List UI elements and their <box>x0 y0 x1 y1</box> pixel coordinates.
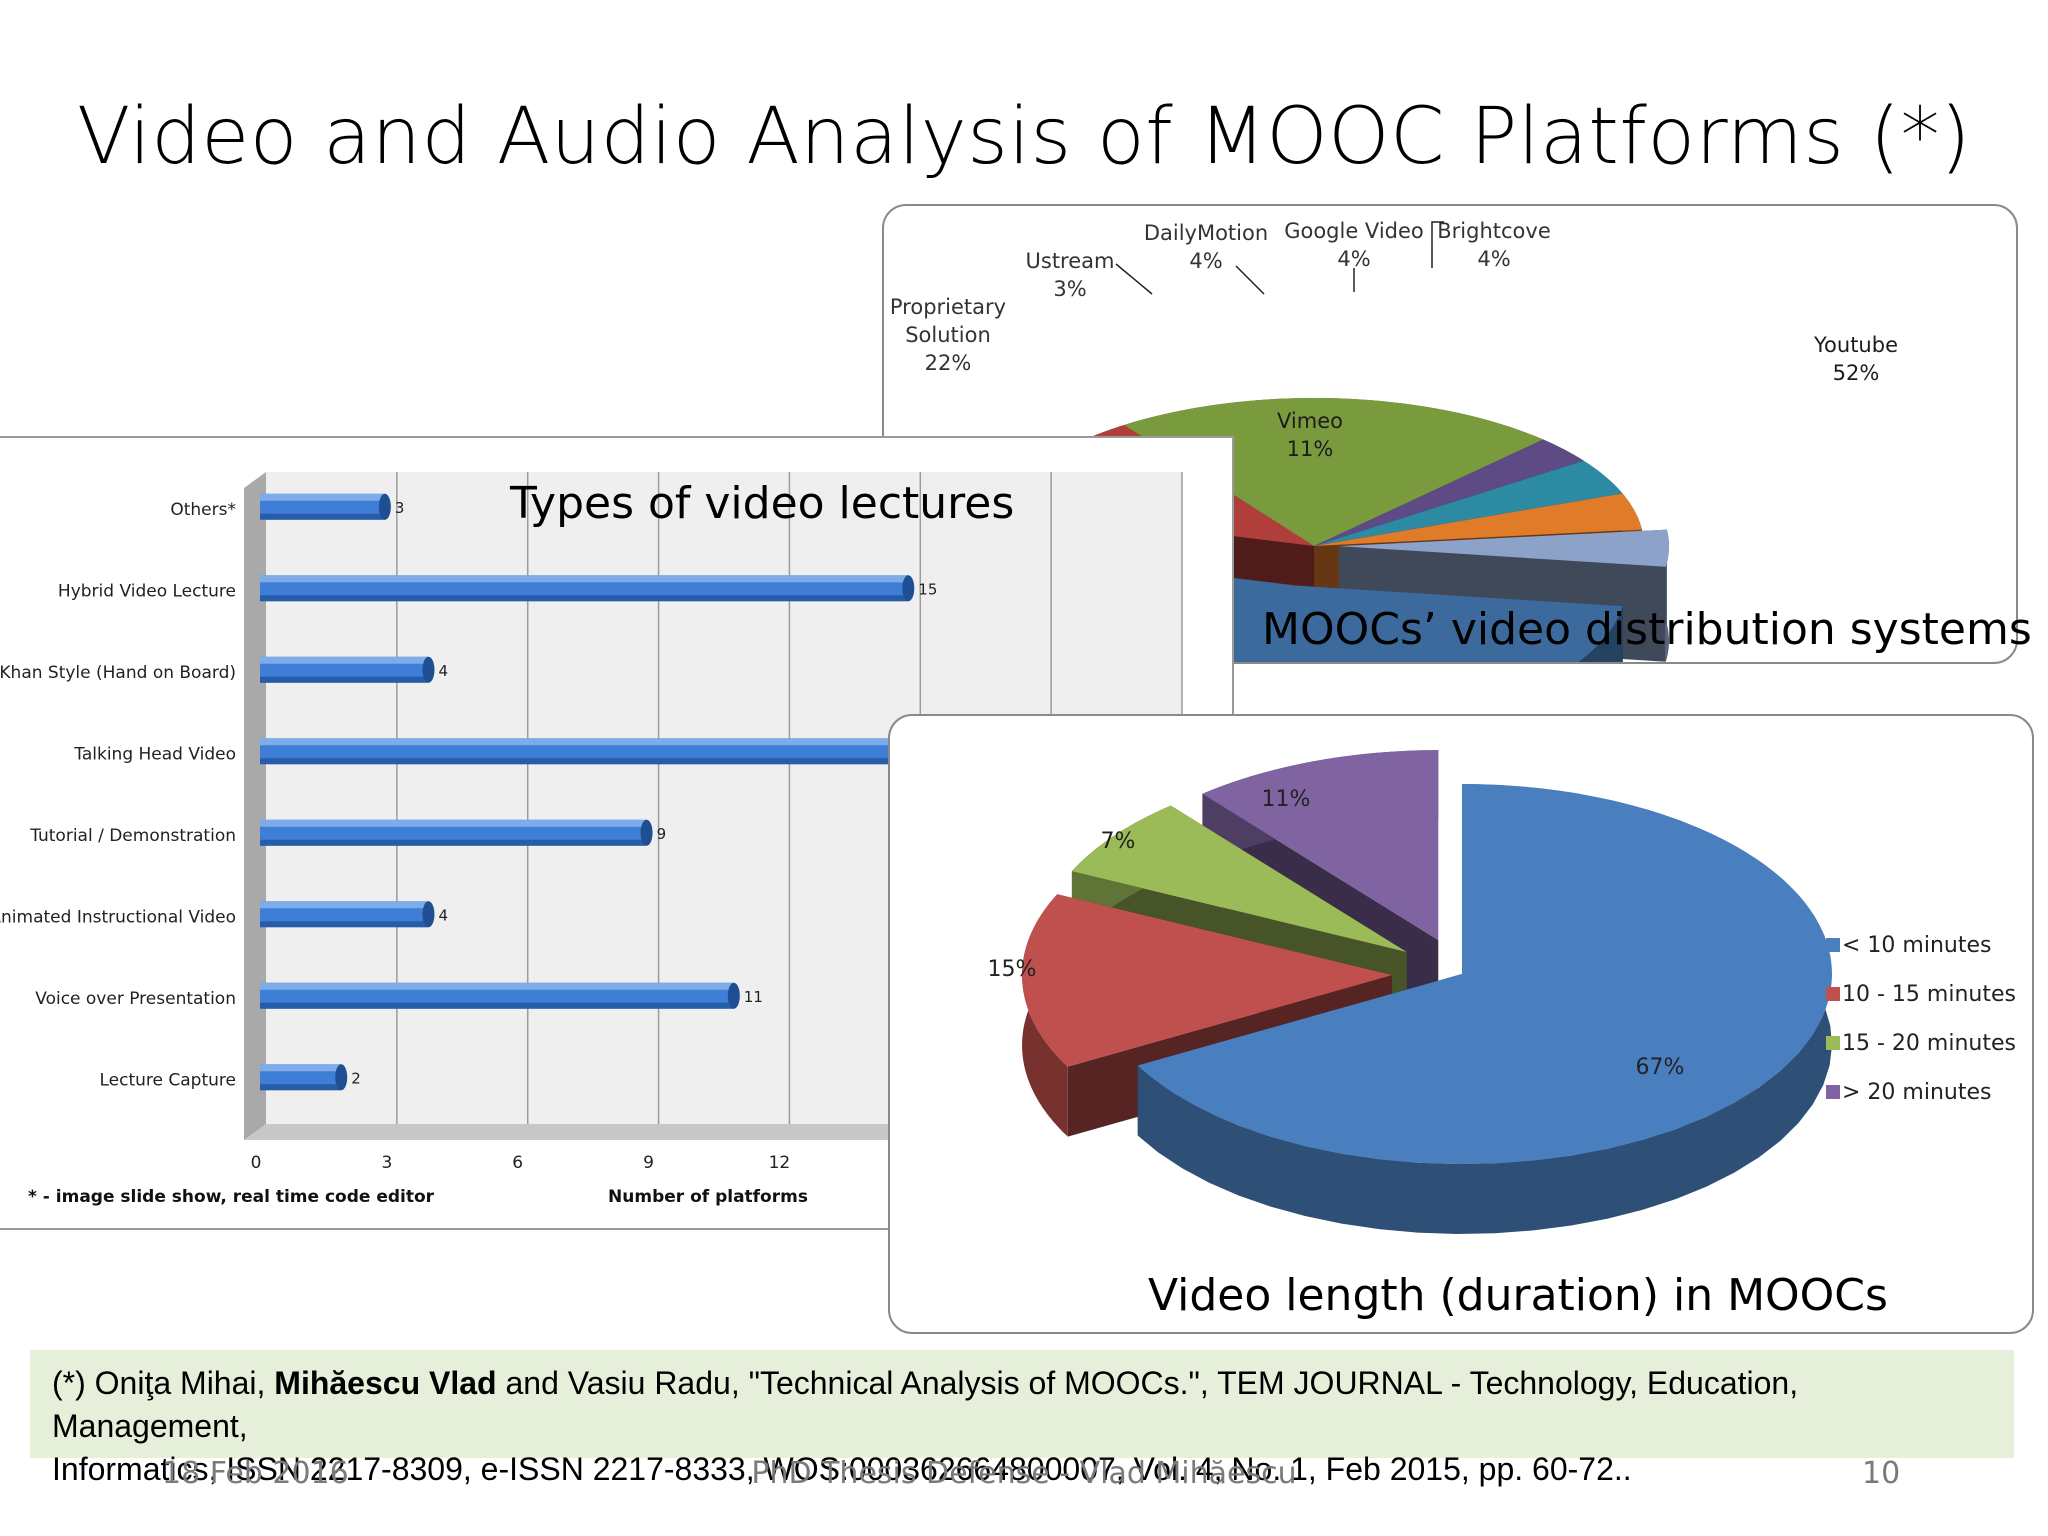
dist-value-youtube: 52% <box>1833 361 1880 385</box>
citation-line-2: Informatics, ISSN 2217-8309, e-ISSN 2217… <box>52 1451 1632 1487</box>
bar-footnote: * - image slide show, real time code edi… <box>28 1187 435 1207</box>
dist-label-youtube: Youtube <box>1813 333 1898 357</box>
length-value-20-minutes: 11% <box>1262 787 1311 812</box>
bar-voice-over-presentation <box>260 982 740 1009</box>
footer-page-number: 10 <box>1862 1456 1901 1491</box>
footer-center: PhD Thesis Defense - Vlad Mihăescu <box>751 1456 1297 1491</box>
video-length-title: Video length (duration) in MOOCs <box>1148 1270 1888 1321</box>
length-legend-swatch-10-minutes <box>1826 938 1840 952</box>
dist-label-brightcove: Brightcove <box>1437 219 1551 243</box>
bar-cap-animated-instructional-video <box>422 901 435 928</box>
length-legend-swatch-15-20-minutes <box>1826 1036 1840 1050</box>
bar-value-hybrid-video-lecture: 15 <box>918 580 937 598</box>
dist-value-google-video: 4% <box>1337 247 1370 271</box>
length-value-10-minutes: 67% <box>1636 1055 1685 1080</box>
bar-category-voice-over-presentation: Voice over Presentation <box>35 989 236 1009</box>
length-slice-10-minutes <box>1137 784 1832 1234</box>
dist-value-proprietary-solution: 22% <box>925 351 972 375</box>
dist-value-dailymotion: 4% <box>1189 249 1222 273</box>
bar-cap-khan-style-hand-on-board <box>422 656 435 683</box>
bar-xtick-3: 3 <box>381 1153 392 1173</box>
lecture-types-title: Types of video lectures <box>510 478 1015 529</box>
bar-category-lecture-capture: Lecture Capture <box>100 1070 237 1090</box>
slide-title: Video and Audio Analysis of MOOC Platfor… <box>76 92 1972 182</box>
bar-xtick-0: 0 <box>251 1153 262 1173</box>
dist-leader-dailymotion <box>1235 265 1265 295</box>
footer-date: 18 Feb 2016 <box>162 1456 349 1491</box>
bar-category-hybrid-video-lecture: Hybrid Video Lecture <box>58 581 236 601</box>
bar-category-animated-instructional-video: Animated Instructional Video <box>0 907 236 927</box>
bar-animated-instructional-video <box>260 901 435 928</box>
bar-cap-lecture-capture <box>335 1064 348 1091</box>
bar-category-others: Others* <box>170 500 236 520</box>
bar-value-khan-style-hand-on-board: 4 <box>438 662 448 680</box>
bar-xtick-9: 9 <box>643 1153 654 1173</box>
length-legend-label-20-minutes: > 20 minutes <box>1842 1080 1991 1105</box>
citation-rest: and Vasiu Radu, "Technical Analysis of M… <box>52 1365 1799 1444</box>
dist-label-proprietary-solution: Proprietary <box>890 295 1006 319</box>
length-legend-swatch-10-15-minutes <box>1826 987 1840 1001</box>
citation-prefix: (*) Oniţa Mihai, <box>52 1365 275 1401</box>
bar-value-voice-over-presentation: 11 <box>744 988 763 1006</box>
bar-value-lecture-capture: 2 <box>351 1069 361 1087</box>
dist-label-dailymotion: DailyMotion <box>1144 221 1268 245</box>
bar-cap-voice-over-presentation <box>727 982 740 1009</box>
bar-value-tutorial-demonstration: 9 <box>657 825 667 843</box>
distribution-title: MOOCs’ video distribution systems <box>1262 604 2032 655</box>
length-legend-label-15-20-minutes: 15 - 20 minutes <box>1842 1031 2016 1056</box>
dist-value-brightcove: 4% <box>1477 247 1510 271</box>
bar-xtick-12: 12 <box>769 1153 791 1173</box>
citation-box: (*) Oniţa Mihai, Mihăescu Vlad and Vasiu… <box>30 1350 2014 1487</box>
dist-value-vimeo: 11% <box>1287 437 1334 461</box>
dist-label-ustream: Ustream <box>1026 249 1115 273</box>
dist-label-proprietary-solution-1: Solution <box>905 323 991 347</box>
dist-value-ustream: 3% <box>1053 277 1086 301</box>
length-legend-swatch-20-minutes <box>1826 1085 1840 1099</box>
length-value-10-15-minutes: 15% <box>988 957 1037 982</box>
length-legend-label-10-minutes: < 10 minutes <box>1842 933 1991 958</box>
citation-line-1: (*) Oniţa Mihai, Mihăescu Vlad and Vasiu… <box>52 1362 1992 1448</box>
dist-label-vimeo: Vimeo <box>1277 409 1343 433</box>
dist-leader-ustream <box>1115 263 1153 295</box>
bar-others <box>260 493 391 520</box>
bar-cap-tutorial-demonstration <box>640 819 653 846</box>
bar-lecture-capture <box>260 1064 348 1091</box>
bar-left-wall <box>244 472 266 1140</box>
bar-category-tutorial-demonstration: Tutorial / Demonstration <box>29 826 236 846</box>
length-value-15-20-minutes: 7% <box>1101 829 1136 854</box>
bar-tutorial-demonstration <box>260 819 653 846</box>
bar-xtick-6: 6 <box>512 1153 523 1173</box>
bar-category-khan-style-hand-on-board: Khan Style (Hand on Board) <box>0 663 236 683</box>
bar-category-talking-head-video: Talking Head Video <box>73 744 236 764</box>
video-length-chart-panel: 67% 15% 7% 11% < 10 minutes 10 - 15 minutes 15… <box>888 714 2034 1334</box>
dist-label-google-video: Google Video <box>1284 219 1424 243</box>
dist-leader-brightcove <box>1431 221 1444 268</box>
bar-value-others: 3 <box>395 499 405 517</box>
bar-cap-others <box>378 493 391 520</box>
bar-hybrid-video-lecture <box>260 575 915 602</box>
bar-value-animated-instructional-video: 4 <box>438 906 448 924</box>
bar-khan-style-hand-on-board <box>260 656 435 683</box>
bar-cap-hybrid-video-lecture <box>902 575 915 602</box>
citation-author: Mihăescu Vlad <box>274 1365 497 1401</box>
bar-x-axis-label: Number of platforms <box>608 1187 808 1207</box>
length-legend-label-10-15-minutes: 10 - 15 minutes <box>1842 982 2016 1007</box>
video-length-pie-chart: 67% 15% 7% 11% < 10 minutes 10 - 15 minutes 15… <box>988 750 2016 1234</box>
